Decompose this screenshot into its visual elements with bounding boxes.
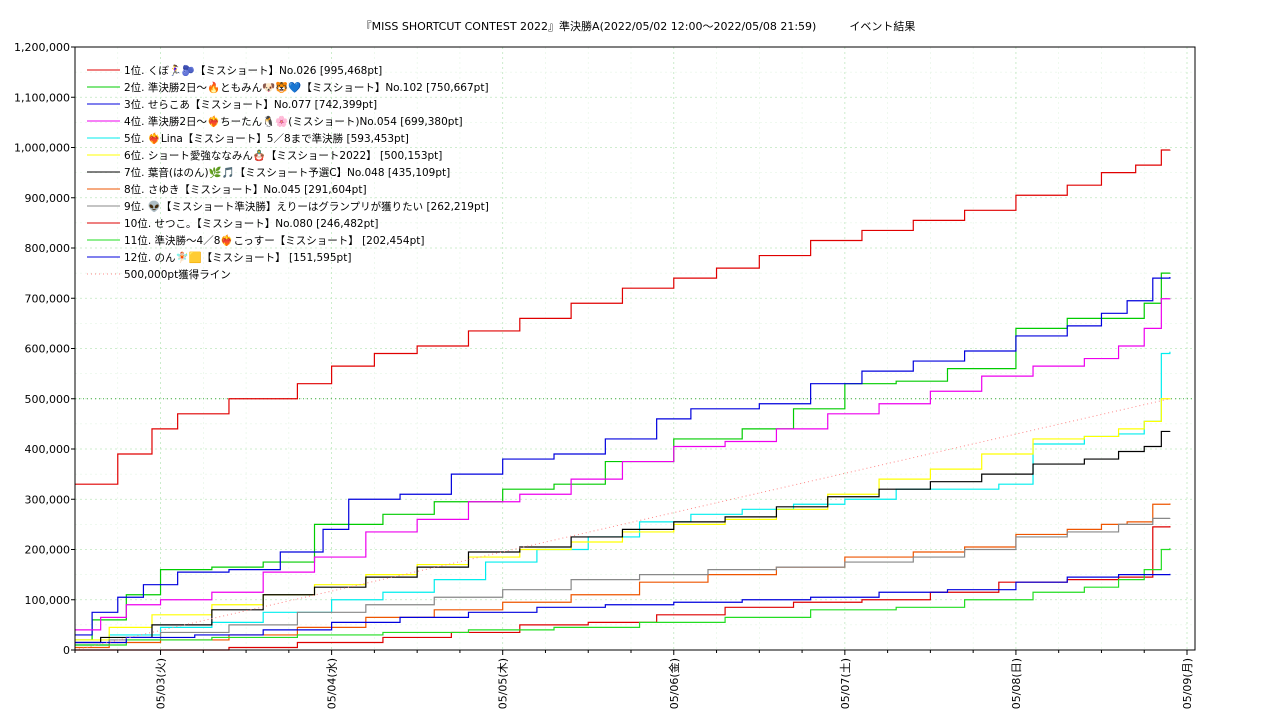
series-line-13 — [74, 398, 1171, 651]
series-line-10 — [75, 526, 1171, 651]
y-tick-label: 1,200,000 — [14, 41, 70, 54]
y-tick-label: 300,000 — [25, 493, 71, 506]
series-line-5 — [75, 351, 1171, 646]
grid — [74, 46, 1195, 651]
legend-label: 4位. 準決勝2日〜❤️‍🔥ちーたん🐧🌸(ミスショート)No.054 [699,… — [124, 115, 463, 128]
series-group — [74, 149, 1171, 651]
legend-label: 11位. 準決勝〜4／8❤️‍🔥こっすー【ミスショート】 [202,454pt] — [124, 234, 424, 247]
y-tick-label: 500,000 — [25, 393, 71, 406]
legend-label: 3位. せらこあ【ミスショート】No.077 [742,399pt] — [124, 98, 377, 111]
legend-label: 7位. 葉音(はのん)🌿🎵【ミスショート予選C】No.048 [435,109p… — [124, 166, 450, 179]
series-line-12 — [75, 573, 1171, 644]
legend-label: 10位. せつこ。【ミスショート】No.080 [246,482pt] — [124, 217, 379, 230]
series-line-3 — [75, 276, 1171, 636]
legend-label: 1位. くぼ🏃‍♀️🫐【ミスショート】No.026 [995,468pt] — [124, 64, 382, 77]
y-tick-label: 900,000 — [25, 192, 71, 205]
y-tick-label: 200,000 — [25, 544, 71, 557]
legend-label: 500,000pt獲得ライン — [124, 268, 231, 281]
legend: 1位. くぼ🏃‍♀️🫐【ミスショート】No.026 [995,468pt] 2位.… — [87, 64, 489, 281]
legend-label: 8位. さゆき【ミスショート】No.045 [291,604pt] — [124, 183, 367, 196]
y-tick-label: 0 — [63, 644, 70, 657]
legend-label: 6位. ショート愛強ななみん🪆【ミスショート2022】 [500,153pt] — [124, 149, 442, 162]
x-tick-label: 05/05(木) — [497, 658, 510, 709]
series-line-6 — [75, 398, 1171, 641]
legend-label: 5位. ❤️‍🔥Lina【ミスショート】5／8まで準決勝 [593,453pt] — [124, 132, 409, 145]
series-line-1 — [75, 149, 1171, 485]
y-tick-label: 1,000,000 — [14, 142, 70, 155]
legend-label: 12位. のん🧚🏻🟨【ミスショート】 [151,595pt] — [124, 251, 351, 264]
x-tick-label: 05/08(日) — [1010, 658, 1023, 709]
x-tick-label: 05/06(金) — [667, 658, 681, 709]
series-line-8 — [75, 503, 1171, 649]
x-tick-label: 05/04(水) — [326, 658, 339, 709]
series-line-4 — [75, 298, 1171, 631]
y-tick-label: 400,000 — [25, 443, 71, 456]
y-axis: 0 100,000 200,000 300,000 400,000 500,000 600,… — [14, 41, 75, 657]
y-tick-label: 700,000 — [25, 292, 71, 305]
y-tick-label: 1,100,000 — [14, 91, 70, 104]
series-line-11 — [75, 548, 1171, 646]
x-axis: 05/03(火) 05/04(水) 05/05(木) 05/06(金) 05/07(土)… — [74, 650, 1194, 709]
y-tick-label: 800,000 — [25, 242, 71, 255]
legend-label: 2位. 準決勝2日〜🔥ともみん🐶🐯💙【ミスショート】No.102 [750,66… — [124, 81, 489, 94]
y-tick-label: 100,000 — [25, 594, 71, 607]
legend-label: 9位. 👽【ミスショート準決勝】えりーはグランプリが獲りたい [262,219p… — [124, 200, 489, 213]
series-line-7 — [75, 430, 1171, 644]
x-tick-label: 05/09(月) — [1181, 658, 1194, 709]
series-line-2 — [75, 272, 1171, 641]
x-tick-label: 05/07(土) — [839, 658, 852, 709]
x-tick-label: 05/03(火) — [155, 658, 168, 709]
chart-title: 『MISS SHORTCUT CONTEST 2022』準決勝A(2022/05… — [361, 19, 916, 33]
y-tick-label: 600,000 — [25, 343, 71, 356]
series-line-9 — [75, 517, 1171, 646]
